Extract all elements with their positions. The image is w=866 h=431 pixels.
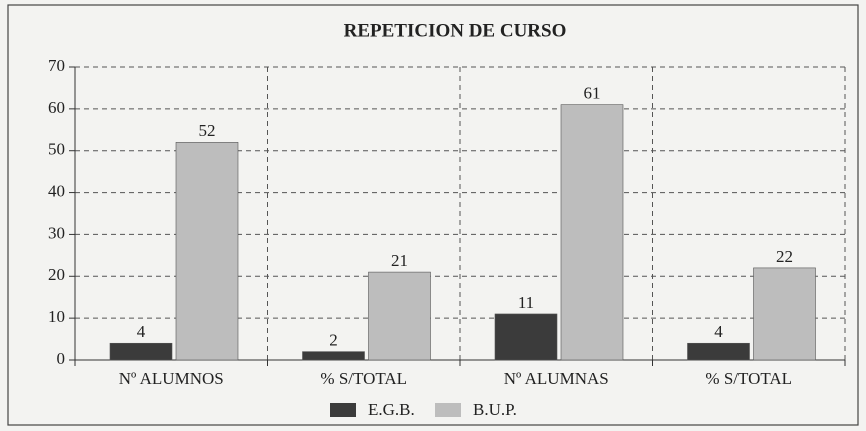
chart-title: REPETICION DE CURSO — [344, 20, 567, 41]
bar — [302, 351, 365, 361]
bar — [560, 104, 624, 361]
bar — [494, 313, 558, 361]
bar — [687, 342, 750, 361]
legend-swatch — [435, 403, 461, 417]
legend-label: B.U.P. — [473, 400, 517, 419]
bar — [368, 271, 431, 361]
frame — [7, 4, 859, 426]
x-tick-label: % S/TOTAL — [320, 369, 407, 388]
y-tick-label: 40 — [48, 181, 65, 200]
y-tick-label: 10 — [48, 307, 65, 326]
data-label: 61 — [584, 84, 601, 103]
y-tick-label: 20 — [48, 265, 65, 284]
legend-label: E.G.B. — [368, 400, 415, 419]
x-tick-label: Nº ALUMNAS — [504, 369, 609, 388]
data-label: 22 — [776, 247, 793, 266]
y-tick-label: 60 — [48, 98, 65, 117]
y-tick-label: 30 — [48, 223, 65, 242]
data-label: 52 — [199, 121, 216, 140]
bar — [109, 342, 173, 361]
y-tick-label: 0 — [57, 349, 66, 368]
x-tick-label: Nº ALUMNOS — [119, 369, 224, 388]
bar — [175, 142, 239, 361]
y-tick-label: 50 — [48, 140, 65, 159]
data-label: 2 — [329, 331, 338, 350]
y-tick-label: 70 — [48, 56, 65, 75]
data-label: 4 — [714, 322, 723, 341]
x-tick-label: % S/TOTAL — [705, 369, 792, 388]
data-label: 21 — [391, 251, 408, 270]
legend-swatch — [330, 403, 356, 417]
bar — [753, 267, 816, 361]
data-label: 11 — [518, 293, 534, 312]
data-label: 4 — [137, 322, 146, 341]
